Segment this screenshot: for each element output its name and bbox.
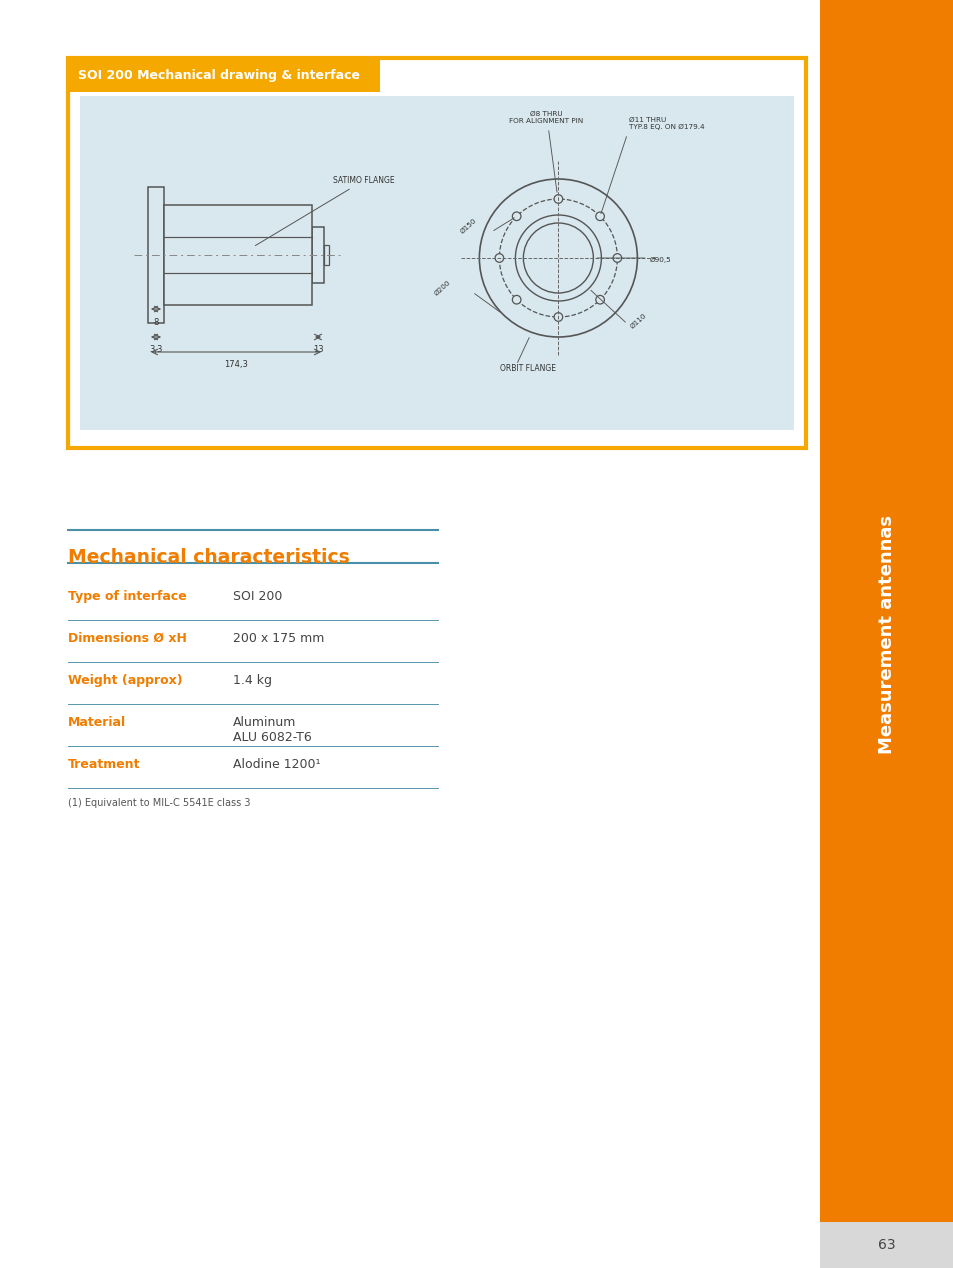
Bar: [312, 227, 324, 283]
Bar: [148, 186, 164, 323]
Text: SOI 200: SOI 200: [233, 590, 282, 604]
Bar: [68, 58, 379, 93]
Text: 13: 13: [313, 345, 323, 354]
Text: Aluminum
ALU 6082-T6: Aluminum ALU 6082-T6: [233, 716, 312, 744]
Circle shape: [512, 295, 520, 304]
Circle shape: [554, 313, 562, 321]
Text: 3,3: 3,3: [150, 345, 163, 354]
Text: Ø110: Ø110: [629, 312, 647, 330]
Bar: [820, 1222, 953, 1268]
Text: Ø90,5: Ø90,5: [649, 257, 670, 262]
Bar: [80, 96, 793, 430]
Bar: [164, 205, 312, 306]
Text: Weight (approx): Weight (approx): [68, 675, 182, 687]
Text: 63: 63: [878, 1238, 895, 1252]
Text: SOI 200 Mechanical drawing & interface: SOI 200 Mechanical drawing & interface: [78, 68, 359, 81]
Text: Material: Material: [68, 716, 126, 729]
Text: 8: 8: [153, 318, 158, 327]
Text: Ø200: Ø200: [433, 279, 451, 297]
Circle shape: [613, 254, 621, 262]
Text: Measurement antennas: Measurement antennas: [877, 515, 895, 753]
Bar: [324, 245, 329, 265]
Text: Alodine 1200¹: Alodine 1200¹: [233, 758, 320, 771]
Text: Ø11 THRU
TYP.8 EQ. ON Ø179.4: Ø11 THRU TYP.8 EQ. ON Ø179.4: [629, 117, 704, 131]
Bar: [68, 58, 805, 448]
Circle shape: [554, 195, 562, 203]
Circle shape: [478, 179, 637, 337]
Text: SATIMO FLANGE: SATIMO FLANGE: [255, 176, 395, 246]
Text: Treatment: Treatment: [68, 758, 140, 771]
Bar: [820, 0, 953, 1268]
Text: 174,3: 174,3: [224, 360, 248, 369]
Circle shape: [495, 254, 503, 262]
Text: 200 x 175 mm: 200 x 175 mm: [233, 631, 324, 645]
Text: (1) Equivalent to MIL-C 5541E class 3: (1) Equivalent to MIL-C 5541E class 3: [68, 798, 251, 808]
Text: Type of interface: Type of interface: [68, 590, 187, 604]
Text: Mechanical characteristics: Mechanical characteristics: [68, 548, 350, 567]
Text: ORBIT FLANGE: ORBIT FLANGE: [500, 364, 556, 373]
Circle shape: [512, 212, 520, 221]
Circle shape: [596, 212, 604, 221]
Text: 1.4 kg: 1.4 kg: [233, 675, 272, 687]
Circle shape: [596, 295, 604, 304]
Text: Dimensions Ø xH: Dimensions Ø xH: [68, 631, 187, 645]
Text: Ø150: Ø150: [458, 218, 476, 235]
Text: Ø8 THRU
FOR ALIGNMENT PIN: Ø8 THRU FOR ALIGNMENT PIN: [509, 112, 583, 124]
